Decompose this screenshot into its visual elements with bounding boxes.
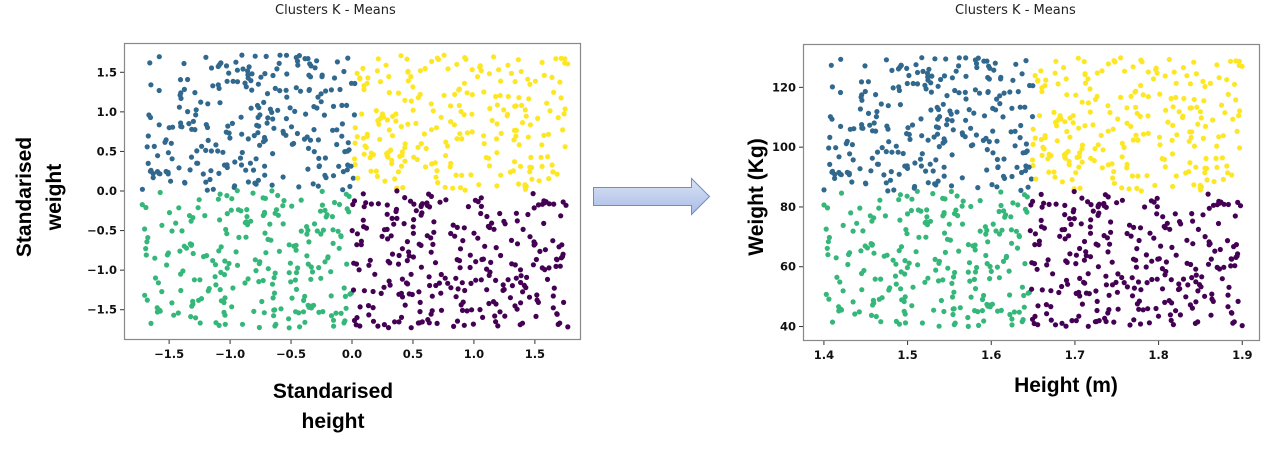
x-tick-label: −0.5 — [276, 347, 306, 361]
x-tick-label: 1.7 — [1065, 348, 1085, 362]
axis-ticks: 1.4 1.5 1.6 1.7 1.8 1.9 40 60 80 100 120 — [772, 80, 1252, 362]
y-tick-label: 1.5 — [97, 65, 117, 79]
left-x-axis-label-line1: Standarised — [272, 380, 394, 403]
left-y-axis-label-line1: Standarised — [13, 136, 36, 258]
right-y-axis-label: Weight (Kg) — [745, 138, 768, 256]
right-arrow-icon — [593, 177, 711, 216]
y-tick-label: −1.0 — [87, 263, 117, 277]
x-tick-label: 1.6 — [981, 348, 1001, 362]
x-tick-label: 1.4 — [814, 348, 834, 362]
right-chart-title: Clusters K - Means — [955, 3, 1076, 18]
y-tick-label: 1.0 — [97, 105, 117, 119]
x-tick-label: 1.9 — [1232, 348, 1252, 362]
right-x-axis-label: Height (m) — [1014, 374, 1118, 397]
y-tick-label: 0.5 — [97, 144, 117, 158]
axis-ticks: −1.5 −1.0 −0.5 0.0 0.5 1.0 1.5 −1.5 −1.0 −0.5 0.0 0… — [87, 65, 545, 361]
y-tick-label: −0.5 — [87, 224, 117, 238]
x-tick-label: −1.0 — [215, 347, 245, 361]
x-tick-label: 1.5 — [525, 347, 545, 361]
x-tick-label: 0.0 — [342, 347, 362, 361]
left-scatter-plot: −1.5 −1.0 −0.5 0.0 0.5 1.0 1.5 −1.5 −1.0 −0.5 0.0 0… — [87, 42, 582, 361]
y-tick-label: −1.5 — [87, 303, 117, 317]
x-tick-label: 1.5 — [897, 348, 917, 362]
right-scatter-plot: 1.4 1.5 1.6 1.7 1.8 1.9 40 60 80 100 120 — [772, 43, 1261, 362]
y-tick-label: 40 — [780, 320, 796, 334]
left-x-axis-label-line2: height — [301, 410, 365, 433]
x-tick-label: 1.8 — [1148, 348, 1168, 362]
left-y-axis-label-line2: weight — [43, 163, 66, 231]
x-tick-label: −1.5 — [154, 347, 184, 361]
x-tick-label: 1.0 — [464, 347, 484, 361]
scatter-points — [139, 52, 571, 331]
y-tick-label: 60 — [780, 260, 796, 274]
x-tick-label: 0.5 — [403, 347, 423, 361]
y-tick-label: 120 — [772, 80, 796, 94]
y-tick-label: 80 — [780, 200, 796, 214]
plot-frame — [802, 43, 1261, 342]
y-tick-label: 0.0 — [97, 184, 117, 198]
left-chart-title: Clusters K - Means — [275, 3, 396, 18]
left-y-axis-label: Standarised weight — [10, 117, 70, 277]
scatter-points — [821, 55, 1245, 329]
left-x-axis-label: Standarised height — [253, 377, 413, 437]
y-tick-label: 100 — [772, 140, 796, 154]
